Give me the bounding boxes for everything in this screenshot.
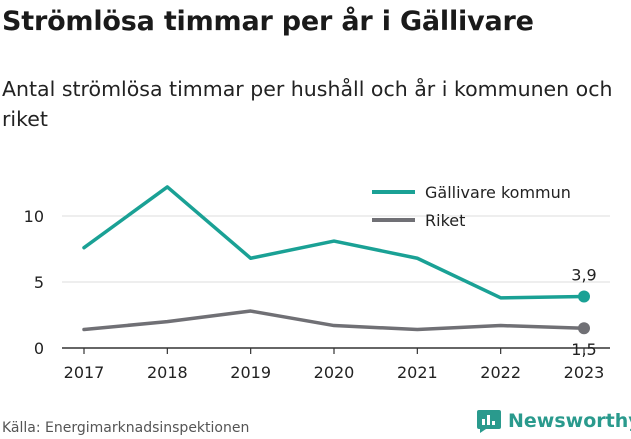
x-tick-label: 2021 bbox=[397, 363, 438, 382]
data-label-0: 3,9 bbox=[571, 266, 596, 285]
series-line-1 bbox=[82, 309, 586, 332]
chart-subtitle: Antal strömlösa timmar per hushåll och å… bbox=[2, 77, 613, 131]
x-tick-label: 2017 bbox=[64, 363, 105, 382]
newsworthy-logo-icon bbox=[477, 410, 501, 433]
x-tick-label: 2022 bbox=[480, 363, 521, 382]
x-tick-label: 2023 bbox=[564, 363, 605, 382]
y-tick-label: 5 bbox=[34, 273, 44, 292]
y-tick-label: 10 bbox=[24, 207, 44, 226]
x-tick-label: 2018 bbox=[147, 363, 188, 382]
series-line-0 bbox=[82, 185, 586, 300]
series-end-point-0 bbox=[578, 290, 590, 303]
legend-label-0: Gällivare kommun bbox=[425, 183, 571, 202]
x-tick-label: 2019 bbox=[230, 363, 271, 382]
legend-label-1: Riket bbox=[425, 211, 465, 230]
brand-name: Newsworthy bbox=[508, 410, 631, 432]
chart-title: Strömlösa timmar per år i Gällivare bbox=[2, 6, 534, 37]
x-tick-label: 2020 bbox=[314, 363, 355, 382]
data-label-1: 1,5 bbox=[571, 340, 596, 359]
series-end-point-1 bbox=[578, 322, 590, 335]
source-note: Källa: Energimarknadsinspektionen bbox=[2, 420, 250, 436]
brand-logo: Newsworthy bbox=[476, 408, 631, 434]
y-tick-label: 0 bbox=[34, 339, 44, 358]
